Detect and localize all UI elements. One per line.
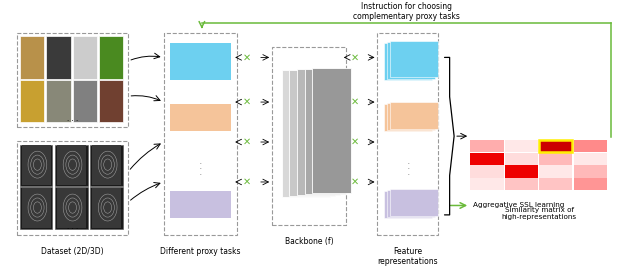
Bar	[539, 152, 573, 165]
Bar	[20, 145, 52, 186]
Bar	[312, 68, 351, 193]
Bar	[22, 188, 51, 228]
Bar	[72, 80, 97, 122]
Text: · · ·: · · ·	[67, 118, 78, 124]
Bar	[387, 42, 435, 78]
Text: ✕: ✕	[243, 177, 251, 187]
Bar	[92, 188, 121, 228]
FancyBboxPatch shape	[164, 33, 237, 235]
Bar	[470, 140, 504, 152]
Bar	[573, 140, 607, 152]
Bar	[57, 145, 86, 185]
Bar	[170, 43, 230, 80]
Bar	[20, 187, 52, 229]
Bar	[470, 165, 504, 178]
Bar	[470, 152, 504, 165]
FancyBboxPatch shape	[17, 33, 129, 127]
Bar	[55, 187, 88, 229]
Bar	[384, 191, 432, 218]
FancyBboxPatch shape	[378, 33, 438, 235]
Bar	[92, 145, 121, 185]
Bar	[470, 152, 504, 165]
Bar	[170, 191, 230, 218]
Text: ✕: ✕	[243, 137, 251, 147]
Bar	[504, 165, 538, 178]
Bar	[504, 152, 538, 165]
Bar	[289, 70, 335, 196]
Bar	[504, 178, 538, 190]
Text: ✕: ✕	[351, 177, 359, 187]
Text: · · ·: · · ·	[67, 226, 78, 232]
Bar	[46, 36, 70, 78]
Bar	[384, 43, 432, 80]
Text: ✕: ✕	[243, 52, 251, 62]
Bar	[504, 140, 538, 152]
Bar	[573, 178, 607, 190]
Bar	[573, 140, 607, 152]
Text: Feature
representations: Feature representations	[378, 247, 438, 266]
Text: ✕: ✕	[351, 137, 359, 147]
Bar	[384, 104, 432, 131]
Text: Aggregative SSL learning: Aggregative SSL learning	[473, 202, 564, 209]
Bar	[390, 41, 438, 77]
Bar	[539, 140, 573, 152]
Text: Instruction for choosing
complementary proxy tasks: Instruction for choosing complementary p…	[353, 2, 460, 21]
Bar	[539, 165, 573, 178]
Bar	[46, 80, 70, 122]
Bar	[573, 165, 607, 178]
Bar	[573, 178, 607, 190]
Bar	[90, 187, 123, 229]
Bar	[387, 190, 435, 217]
Bar	[99, 80, 124, 122]
Bar	[539, 178, 573, 190]
Bar	[470, 178, 504, 190]
Bar	[387, 103, 435, 130]
Text: Dataset (2D/3D): Dataset (2D/3D)	[41, 247, 104, 256]
Bar	[539, 140, 573, 152]
Bar	[297, 69, 340, 195]
Text: ·
·
·: · · ·	[200, 161, 201, 177]
FancyBboxPatch shape	[272, 47, 346, 225]
Text: ✕: ✕	[351, 97, 359, 107]
Bar	[390, 189, 438, 216]
Bar	[55, 145, 88, 186]
Bar	[539, 152, 573, 165]
Bar	[20, 80, 44, 122]
Text: Similarity matrix of
high-representations: Similarity matrix of high-representation…	[502, 207, 577, 220]
Bar	[573, 152, 607, 165]
Text: ·
·
·: · · ·	[407, 161, 409, 177]
Bar	[72, 36, 97, 78]
Text: ✕: ✕	[243, 97, 251, 107]
Text: ✕: ✕	[351, 52, 359, 62]
Text: Backbone (f): Backbone (f)	[285, 237, 333, 246]
Bar	[22, 145, 51, 185]
Bar	[305, 69, 346, 194]
FancyBboxPatch shape	[17, 141, 129, 235]
Bar	[390, 102, 438, 129]
Bar	[170, 104, 230, 131]
Bar	[90, 145, 123, 186]
Bar	[20, 36, 44, 78]
Bar	[282, 70, 330, 197]
Bar	[99, 36, 124, 78]
Bar	[504, 178, 538, 190]
Bar	[504, 165, 538, 178]
Bar	[57, 188, 86, 228]
Text: Different proxy tasks: Different proxy tasks	[160, 247, 241, 256]
